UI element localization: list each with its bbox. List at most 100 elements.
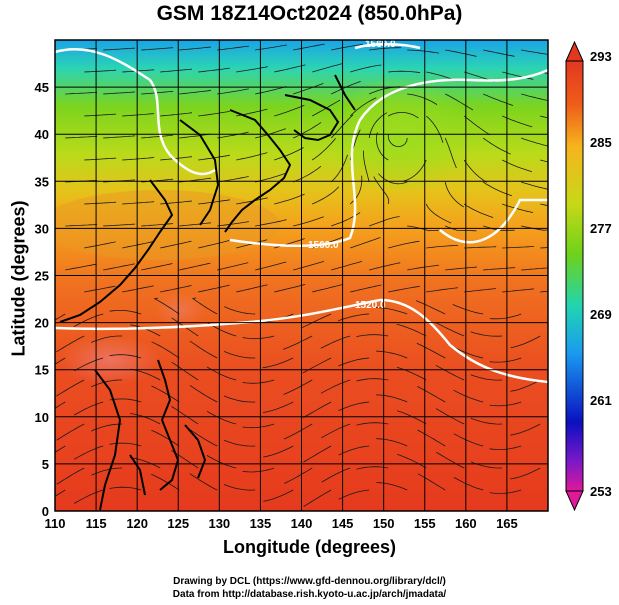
streamline — [122, 113, 155, 117]
triangle-down-icon — [565, 490, 584, 512]
streamline — [141, 263, 173, 271]
streamline — [198, 67, 230, 73]
x-tick-labels: 110 115 120 125 130 135 140 145 150 155 160 165 — [45, 516, 518, 531]
streamline — [84, 241, 116, 249]
streamline — [141, 47, 174, 51]
streamline — [303, 445, 332, 463]
vietnam-coast — [94, 369, 122, 511]
borneo-coast — [129, 454, 146, 496]
streamline — [179, 262, 211, 271]
streamline — [263, 401, 294, 413]
x-tick-label: 160 — [455, 516, 477, 531]
streamline — [349, 97, 377, 117]
colorbar-label: 269 — [590, 307, 612, 322]
contour-line-mid — [229, 68, 548, 247]
streamline — [84, 113, 117, 117]
streamline — [179, 222, 212, 227]
streamline — [109, 442, 142, 447]
streamline — [153, 297, 180, 315]
streamline — [65, 135, 98, 139]
streamline — [293, 83, 324, 95]
streamline — [444, 181, 464, 208]
credit-data: Data from http://database.rish.kyoto-u.a… — [172, 589, 447, 600]
streamline — [160, 240, 192, 249]
streamline — [171, 406, 199, 425]
y-tick-label: 35 — [35, 174, 49, 189]
streamline — [274, 193, 305, 205]
x-tick-label: 125 — [167, 516, 189, 531]
streamline — [109, 398, 142, 403]
streamline — [73, 445, 104, 460]
streamline — [321, 467, 351, 483]
streamline — [189, 473, 218, 491]
streamline — [482, 137, 511, 155]
streamline — [369, 216, 400, 227]
streamline — [198, 240, 230, 249]
streamline — [223, 395, 256, 403]
streamline — [356, 378, 389, 382]
streamline — [284, 467, 313, 484]
contour-line-subtropical — [55, 298, 548, 384]
streamline — [302, 313, 332, 328]
streamline — [445, 266, 478, 271]
y-tick-label: 45 — [35, 80, 49, 95]
contour-label: 1560.0 — [308, 240, 339, 251]
streamline — [56, 335, 85, 353]
streamline — [189, 340, 218, 359]
streamline — [160, 112, 193, 117]
contour-line-north-top — [354, 42, 421, 50]
streamline — [356, 334, 389, 337]
streamline — [375, 307, 408, 315]
streamline — [321, 423, 351, 439]
streamline — [109, 486, 142, 491]
streamline — [122, 201, 155, 205]
streamline — [263, 445, 294, 458]
streamline — [510, 423, 541, 436]
streamline — [510, 379, 541, 392]
streamline — [242, 467, 275, 473]
x-tick-label: 115 — [86, 516, 107, 531]
streamline — [293, 43, 325, 51]
streamline — [397, 454, 427, 469]
streamline — [350, 237, 381, 249]
streamline — [464, 246, 497, 249]
x-tick-label: 145 — [332, 516, 354, 531]
streamline — [463, 203, 494, 218]
streamline — [242, 423, 275, 429]
streamline — [464, 288, 497, 293]
y-axis-label: Latitude (degrees) — [8, 200, 29, 357]
streamline — [417, 473, 446, 491]
streamline — [293, 165, 322, 183]
streamline — [84, 201, 117, 205]
streamline — [122, 285, 154, 293]
streamline — [73, 313, 104, 328]
streamline — [369, 262, 401, 271]
streamline — [338, 357, 370, 367]
x-tick-label: 155 — [414, 516, 436, 531]
streamline — [470, 374, 503, 381]
streamline — [56, 467, 85, 485]
streamline — [103, 91, 136, 95]
streamline — [171, 361, 199, 381]
streamline — [56, 379, 85, 397]
streamline — [141, 134, 174, 139]
streamline — [445, 49, 477, 57]
streamline — [540, 159, 548, 163]
streamline — [293, 122, 322, 139]
streamline — [312, 186, 340, 205]
streamline — [470, 417, 503, 425]
streamline — [489, 401, 522, 407]
streamline — [350, 64, 382, 73]
streamline — [55, 357, 66, 365]
contour-label: 1560.0 — [365, 39, 396, 50]
streamline — [73, 357, 104, 372]
colorbar-label: 277 — [590, 221, 612, 236]
streamline — [330, 154, 348, 183]
streamline — [189, 429, 218, 447]
streamline — [302, 357, 332, 374]
streamline — [540, 247, 548, 249]
streamline — [160, 68, 193, 73]
streamline — [55, 401, 66, 409]
credit-drawing: Drawing by DCL (https://www.gfd-dennou.o… — [173, 576, 446, 587]
streamline — [262, 357, 294, 369]
